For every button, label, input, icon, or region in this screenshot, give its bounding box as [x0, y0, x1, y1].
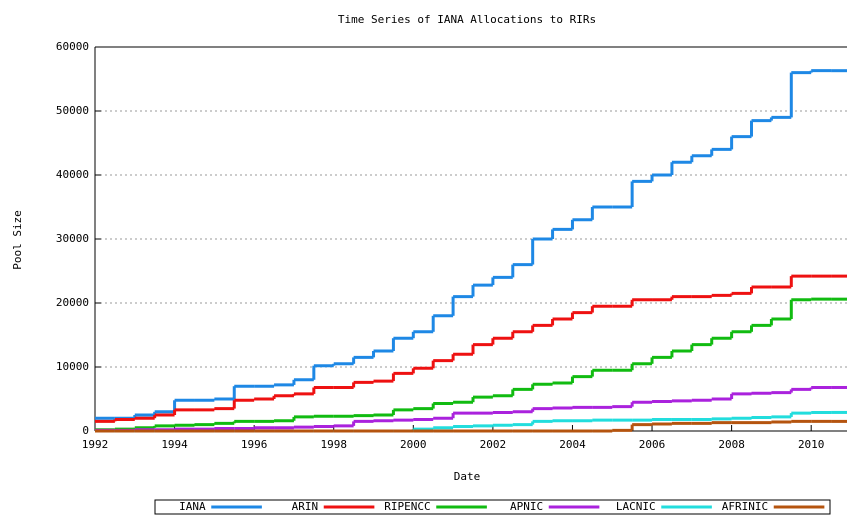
chart-title: Time Series of IANA Allocations to RIRs: [338, 13, 596, 26]
x-tick-label: 2006: [639, 438, 666, 451]
x-tick-label: 1996: [241, 438, 268, 451]
x-tick-label: 1992: [82, 438, 109, 451]
y-tick-label: 0: [82, 424, 89, 437]
legend-label: RIPENCC: [384, 500, 430, 513]
y-tick-label: 60000: [56, 40, 89, 53]
y-tick-label: 40000: [56, 168, 89, 181]
x-tick-label: 2000: [400, 438, 427, 451]
legend-label: IANA: [179, 500, 206, 513]
legend-box: [154, 499, 831, 515]
legend-label: LACNIC: [616, 500, 656, 513]
x-tick-label: 1994: [161, 438, 188, 451]
x-tick-label: 2010: [798, 438, 825, 451]
y-tick-label: 20000: [56, 296, 89, 309]
legend-label: ARIN: [292, 500, 319, 513]
y-axis-label: Pool Size: [11, 210, 24, 270]
y-tick-label: 50000: [56, 104, 89, 117]
legend-label: APNIC: [510, 500, 543, 513]
y-tick-label: 30000: [56, 232, 89, 245]
x-axis-label: Date: [454, 470, 481, 483]
x-tick-label: 2008: [718, 438, 745, 451]
x-tick-label: 2002: [480, 438, 507, 451]
x-tick-label: 1998: [320, 438, 347, 451]
y-tick-label: 10000: [56, 360, 89, 373]
legend-label: AFRINIC: [722, 500, 768, 513]
x-tick-label: 2004: [559, 438, 586, 451]
